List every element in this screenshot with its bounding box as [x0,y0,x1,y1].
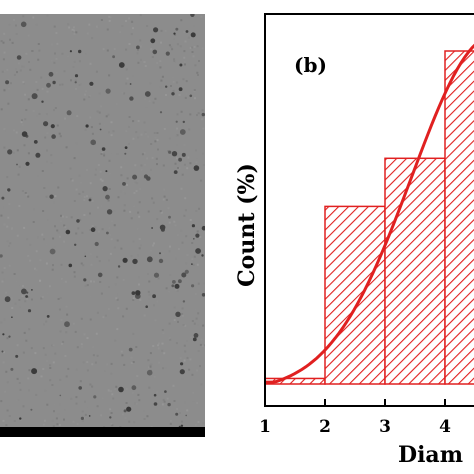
plot-frame [264,13,474,407]
bars-layer [264,50,474,385]
bar-2 [324,205,386,385]
x-tick-label-1: 1 [259,417,271,437]
scale-bar [0,427,205,437]
panel-label: (b) [294,53,327,77]
tem-image-panel [0,14,205,437]
x-tick-label-2: 2 [319,417,331,437]
x-axis-label: Diam [398,442,463,468]
y-axis-label: Count (%) [234,163,260,287]
x-tick-label-4: 4 [439,417,451,437]
fit-curve [265,43,474,384]
tem-micrograph [0,14,205,437]
x-tick-label-3: 3 [379,417,391,437]
bar-3 [384,157,446,385]
bar-4 [444,50,474,385]
ticks-layer: 1 2 3 4 [259,399,451,437]
